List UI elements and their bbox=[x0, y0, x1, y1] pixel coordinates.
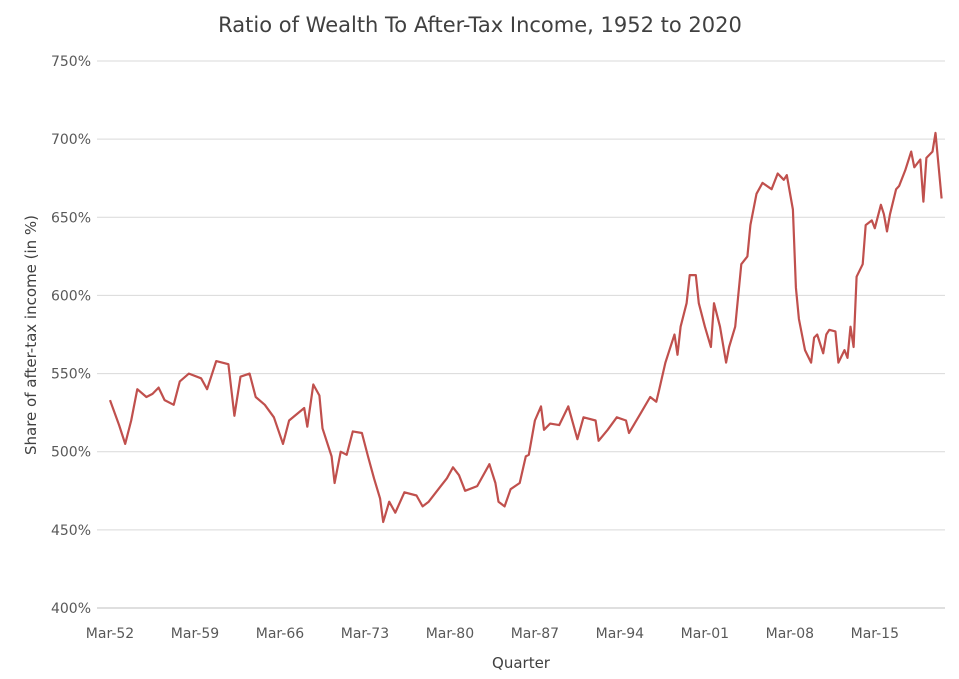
y-tick-label: 750% bbox=[51, 54, 91, 70]
series-line bbox=[108, 131, 943, 524]
chart-title: Ratio of Wealth To After-Tax Income, 195… bbox=[218, 13, 742, 37]
y-axis-label: Share of after-tax income (in %) bbox=[22, 215, 40, 455]
y-tick-label: 400% bbox=[51, 601, 91, 617]
y-tick-label: 700% bbox=[51, 132, 91, 148]
y-tick-label: 500% bbox=[51, 445, 91, 461]
y-tick-label: 600% bbox=[51, 288, 91, 304]
x-tick-label: Mar-73 bbox=[341, 626, 389, 642]
x-tick-label: Mar-87 bbox=[511, 626, 559, 642]
x-tick-label: Mar-94 bbox=[596, 626, 644, 642]
x-tick-label: Mar-80 bbox=[426, 626, 474, 642]
x-tick-label: Mar-01 bbox=[681, 626, 729, 642]
x-axis-label: Quarter bbox=[492, 654, 551, 672]
y-tick-label: 450% bbox=[51, 523, 91, 539]
x-tick-label: Mar-08 bbox=[766, 626, 814, 642]
x-tick-label: Mar-59 bbox=[171, 626, 219, 642]
y-tick-label: 550% bbox=[51, 367, 91, 383]
x-tick-label: Mar-15 bbox=[851, 626, 899, 642]
x-tick-label: Mar-52 bbox=[86, 626, 134, 642]
x-tick-label: Mar-66 bbox=[256, 626, 304, 642]
y-tick-label: 650% bbox=[51, 210, 91, 226]
